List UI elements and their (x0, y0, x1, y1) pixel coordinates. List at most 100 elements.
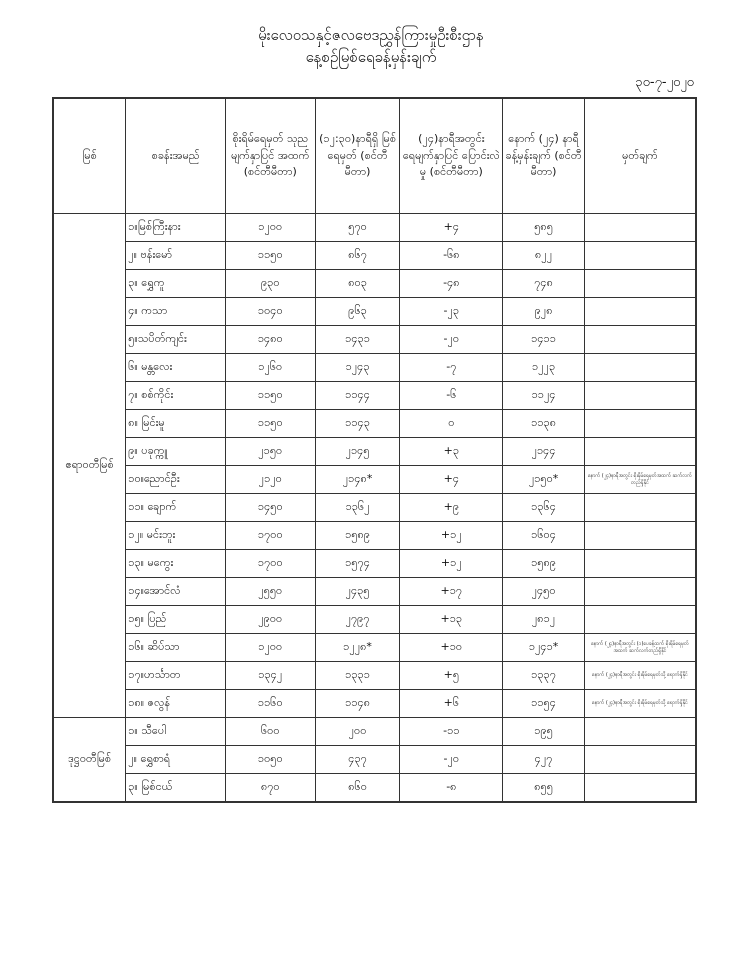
change-24h: -၂၃ (399, 297, 504, 326)
current-level: ၁၅၈၉ (314, 521, 401, 550)
change-24h: -၂၀ (399, 745, 504, 774)
station-name: ၈။ မြင်းမူ (125, 409, 226, 438)
river-name: ဧရာဝတီမြစ် (52, 213, 127, 718)
change-24h: -၁၁ (399, 717, 504, 746)
forecast-24h: ၁၅၈၉ (502, 549, 585, 578)
change-24h: +၁၂ (399, 521, 504, 550)
warning-level: ၉၃၀ (224, 269, 316, 298)
change-24h: +၃ (399, 437, 504, 466)
remark: နောက် (၂၄)နာရီအတွင်း စိုးရိမ်ရေမှတ်အထက် … (583, 465, 697, 494)
change-24h: -၇ (399, 353, 504, 382)
table-row: ၁၅။ ပြည် ၂၉၀၀ ၂၇၉၇ +၁၃ ၂၈၁၂ (53, 605, 697, 634)
change-24h: +၁၀ (399, 633, 504, 662)
current-level: ၈၆၀ (314, 773, 401, 803)
current-level: ၁၄၃၁ (314, 325, 401, 354)
station-name: ၁၄။အောင်လံ (125, 577, 226, 606)
current-level: ၂၄၃၅ (314, 577, 401, 606)
forecast-24h: ၁၁၅၄ (502, 689, 585, 718)
table-row: ၁၇။ဟင်္သာတ ၁၃၄၂ ၁၃၃၁ +၅ ၁၃၃၇ နောက် (၂၄)နာရီအတ… (53, 661, 697, 690)
warning-level: ၂၅၅၀ (224, 577, 316, 606)
change-24h: -၄၈ (399, 269, 504, 298)
forecast-24h: ၇၄၈ (502, 269, 585, 298)
remark (583, 213, 697, 242)
warning-level: ၁၂၀၀ (224, 213, 316, 242)
forecast-24h: ၂၈၁၂ (502, 605, 585, 634)
change-24h: -၆၈ (399, 241, 504, 270)
change-24h: +၅ (399, 661, 504, 690)
current-level: ၁၃၃၁ (314, 661, 401, 690)
change-24h: +၄ (399, 213, 504, 242)
table-row: ၁၂။ မင်းဘူး ၁၇၀၀ ၁၅၈၉ +၁၂ ၁၆၀၄ (53, 521, 697, 550)
station-name: ၄။ ကသာ (125, 297, 226, 326)
remark (583, 521, 697, 550)
change-24h: -၈ (399, 773, 504, 803)
current-level: ၁၁၄၃ (314, 409, 401, 438)
remark (583, 605, 697, 634)
column-header: (၂၄)နာရီအတွင်း ရေမျက်နှာပြင် ပြောင်းလဲမှ… (399, 97, 504, 214)
current-level: ၁၂၂၈* (314, 633, 401, 662)
change-24h: +၆ (399, 689, 504, 718)
remark (583, 409, 697, 438)
remark (583, 269, 697, 298)
forecast-24h: ၈၅၅ (502, 773, 585, 803)
forecast-24h: ၁၁၂၄ (502, 381, 585, 410)
station-name: ၃။ မြစ်ငယ် (125, 773, 226, 803)
warning-level: ၁၂၀၀ (224, 633, 316, 662)
table-row: ၈။ မြင်းမူ ၁၁၅၀ ၁၁၄၃၀၁၁၃၈ (53, 409, 697, 438)
table-row: ၅။သပိတ်ကျင်း ၁၄၈၀ ၁၄၃၁ -၂၀ ၁၄၁၁ (53, 325, 697, 354)
table-row: ၂။ ဗန်းမော် ၁၁၅၀ ၈၆၇ -၆၈ ၈၂၂ (53, 241, 697, 270)
column-header: စိုးရိမ်ရေမှတ် သုညမျက်နှာပြင် အထက် (စင်တ… (224, 97, 316, 214)
forecast-24h: ၁၆၀၄ (502, 521, 585, 550)
warning-level: ၁၂၆၀ (224, 353, 316, 382)
warning-level: ၂၁၅၀ (224, 437, 316, 466)
table-row: ၁၀။ညောင်ဦး ၂၁၂၀ ၂၁၄၈* +၄ ၂၁၅၀* နောက် (၂၄)နာရီ… (53, 465, 697, 494)
remark (583, 493, 697, 522)
station-name: ၁၆။ ဆိပ်သာ (125, 633, 226, 662)
table-row: ဒုဋ္ဌဝတီမြစ် ၁။ သီပေါ ၆၀၀ ၂၀၀ -၁၁ ၁၉၅ (52, 717, 697, 803)
station-name: ၁၃။ မကွေး (125, 549, 226, 578)
river-name: ဒုဋ္ဌဝတီမြစ် (52, 717, 127, 803)
remark (583, 745, 697, 774)
current-level: ၁၅၇၄ (314, 549, 401, 578)
station-name: ၁။မြစ်ကြီးနား (125, 213, 226, 242)
department-title: မိုးလေဝသနှင့်ဇလဗေဒညွှန်ကြားမှုဦးစီးဌာန (258, 26, 484, 44)
forecast-24h: ၁၄၁၁ (502, 325, 585, 354)
change-24h: ၀ (399, 409, 504, 438)
change-24h: +၁၇ (399, 577, 504, 606)
table-row: ဧရာဝတီမြစ် ၁။မြစ်ကြီးနား ၁၂၀၀ ၅၇၀ +၄ ၅၈၅ (52, 213, 697, 718)
current-level: ၁၃၆၂ (314, 493, 401, 522)
column-header: မြစ် (52, 97, 127, 214)
forecast-24h: ၅၈၅ (502, 213, 585, 242)
forecast-24h: ၁၃၆၄ (502, 493, 585, 522)
warning-level: ၂၉၀၀ (224, 605, 316, 634)
report-date: ၃၀-၇-၂၀၂၀ (635, 75, 694, 90)
station-name: ၁၀။ညောင်ဦး (125, 465, 226, 494)
table-row: ၉။ ပခုက္ကူ ၂၁၅၀ ၂၁၄၅ +၃ ၂၁၄၄ (53, 437, 697, 466)
remark (583, 241, 697, 270)
current-level: ၅၇၀ (314, 213, 401, 242)
change-24h: -၆ (399, 381, 504, 410)
current-level: ၂၀၀ (314, 717, 401, 746)
station-name: ၃။ ရွှေကူ (125, 269, 226, 298)
remark (583, 549, 697, 578)
station-name: ၁၈။ ဇလွန် (125, 689, 226, 718)
column-header: နောက် (၂၄) နာရီ ခန့်မှန်းချက် (စင်တီမီတာ… (502, 97, 585, 214)
warning-level: ၁၇၀၀ (224, 521, 316, 550)
table-row: ၁၄။အောင်လံ ၂၅၅၀ ၂၄၃၅ +၁၇ ၂၄၅၀ (53, 577, 697, 606)
report-title: နေ့စဉ်မြစ်ရေခန့်မှန်းချက် (305, 48, 437, 66)
current-level: ၉၆၃ (314, 297, 401, 326)
current-level: ၈၀၃ (314, 269, 401, 298)
current-level: ၂၁၄၅ (314, 437, 401, 466)
warning-level: ၁၄၈၀ (224, 325, 316, 354)
table-row: ၄။ ကသာ ၁၀၄၀ ၉၆၃ -၂၃ ၉၂၈ (53, 297, 697, 326)
change-24h: +၉ (399, 493, 504, 522)
current-level: ၁၁၄၄ (314, 381, 401, 410)
column-header: (၁၂:၃၀)နာရီရှိ မြစ်ရေမှတ် (စင်တီမီတာ) (314, 97, 401, 214)
current-level: ၂၇၉၇ (314, 605, 401, 634)
remark (583, 325, 697, 354)
warning-level: ၈၇၀ (224, 773, 316, 803)
station-name: ၇။ စစ်ကိုင်း (125, 381, 226, 410)
warning-level: ၁၁၅၀ (224, 241, 316, 270)
remark: နောက် (၂၄)နာရီအတွင်း စိုးရိမ်ရေမှတ်သို့ … (583, 689, 697, 718)
